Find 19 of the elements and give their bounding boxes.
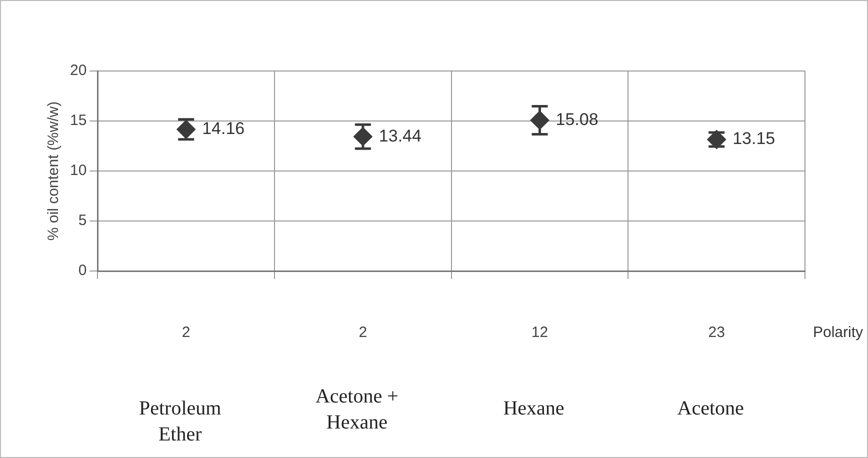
x-tick-label: 12 bbox=[531, 324, 548, 342]
data-label: 13.15 bbox=[732, 129, 776, 148]
y-tick-label: 10 bbox=[70, 162, 87, 180]
x-tick-label: 23 bbox=[708, 324, 725, 342]
y-tick-label: 15 bbox=[70, 112, 87, 130]
y-tick-label: 0 bbox=[78, 262, 87, 280]
data-label: 15.08 bbox=[556, 110, 598, 129]
x-tick-label: 2 bbox=[182, 324, 190, 342]
text: Petroleum Ether bbox=[138, 397, 222, 446]
text: Acetone + Hexane bbox=[315, 385, 398, 434]
x-tick-label: 2 bbox=[358, 324, 368, 342]
data-label: 13.44 bbox=[378, 126, 422, 146]
text: Hexane bbox=[503, 397, 564, 420]
text: Acetone bbox=[677, 397, 744, 420]
y-tick-label: 5 bbox=[78, 212, 87, 230]
data-label: 14.16 bbox=[202, 119, 245, 138]
y-tick-label: 20 bbox=[70, 62, 87, 80]
y-axis-title: % oil content (%w/w) bbox=[45, 101, 62, 241]
x-axis-title: Polarity bbox=[813, 324, 864, 342]
